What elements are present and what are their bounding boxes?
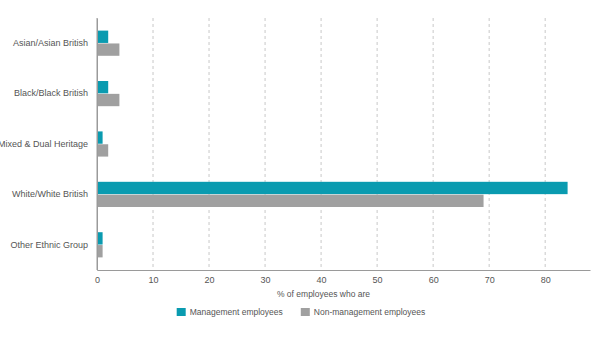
y-tick-label: Other Ethnic Group: [10, 240, 88, 250]
chart-svg: 0 10 20 30 40 50 60 70 80 Asian/Asian British Blac…: [0, 0, 602, 338]
x-tick: 20: [205, 270, 215, 285]
y-tick: Other Ethnic Group: [10, 240, 97, 250]
y-axis: Asian/Asian British Black/Black British Mi…: [0, 19, 98, 271]
x-tick: 80: [541, 270, 551, 285]
legend-swatch: [177, 308, 186, 316]
y-tick: Asian/Asian British: [13, 38, 97, 48]
x-tick-label: 40: [317, 275, 327, 285]
grid-line: [545, 18, 546, 270]
legend: Management employees Non-management emplo…: [177, 307, 426, 317]
chart-container: 0 10 20 30 40 50 60 70 80 Asian/Asian British Blac…: [0, 0, 602, 338]
grid-line: [209, 18, 210, 270]
y-tick-label: Asian/Asian British: [13, 38, 88, 48]
legend-label: Management employees: [190, 307, 283, 317]
y-tick-label: Mixed & Dual Heritage: [0, 139, 88, 149]
y-tick: Black/Black British: [14, 88, 97, 98]
x-tick-label: 80: [541, 275, 551, 285]
grid: [97, 18, 545, 270]
x-tick-label: 0: [95, 275, 100, 285]
x-tick: 40: [317, 270, 327, 285]
x-tick-label: 10: [149, 275, 159, 285]
legend-label: Non-management employees: [314, 307, 426, 317]
bar: [97, 43, 119, 55]
y-tick: White/White British: [12, 189, 97, 199]
x-tick-label: 30: [261, 275, 271, 285]
x-axis-label: % of employees who are: [277, 289, 370, 299]
grid-line: [433, 18, 434, 270]
bar: [97, 94, 119, 106]
grid-line: [153, 18, 154, 270]
bar: [97, 195, 484, 207]
grid-line: [489, 18, 490, 270]
x-tick-label: 70: [485, 275, 495, 285]
grid-line: [265, 18, 266, 270]
bars: [97, 31, 568, 258]
x-tick: 70: [485, 270, 495, 285]
x-axis-line: [98, 270, 591, 271]
bar: [97, 144, 108, 156]
grid-line: [97, 18, 98, 270]
bar: [97, 81, 108, 93]
x-tick: 10: [149, 270, 159, 285]
x-tick-label: 60: [429, 275, 439, 285]
x-tick: 60: [429, 270, 439, 285]
y-axis-line: [97, 19, 98, 271]
x-tick-label: 20: [205, 275, 215, 285]
bar: [97, 31, 108, 43]
y-tick-label: Black/Black British: [14, 88, 88, 98]
grid-line: [321, 18, 322, 270]
x-axis: 0 10 20 30 40 50 60 70 80: [95, 270, 591, 285]
grid-line: [377, 18, 378, 270]
x-tick: 0: [95, 270, 100, 285]
legend-item: Non-management employees: [301, 307, 426, 317]
bar: [97, 182, 568, 194]
x-tick: 50: [373, 270, 383, 285]
y-tick: Mixed & Dual Heritage: [0, 139, 97, 149]
plot-area: 0 10 20 30 40 50 60 70 80 Asian/Asian British Blac…: [0, 18, 591, 285]
legend-item: Management employees: [177, 307, 283, 317]
y-tick-label: White/White British: [12, 189, 88, 199]
legend-swatch: [301, 308, 310, 316]
x-tick-label: 50: [373, 275, 383, 285]
x-tick: 30: [261, 270, 271, 285]
